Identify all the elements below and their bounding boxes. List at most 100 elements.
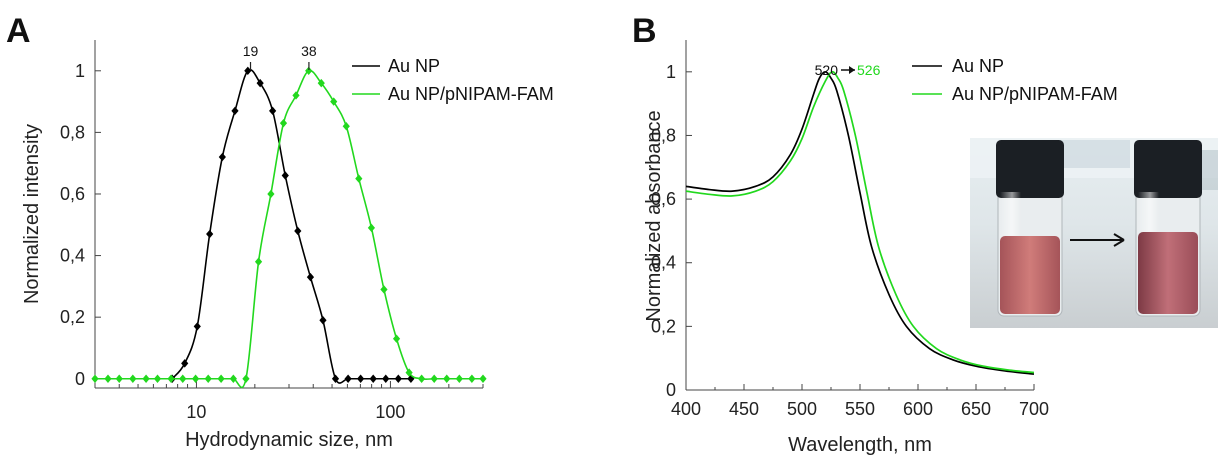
data-point <box>330 97 338 106</box>
data-point <box>115 374 123 383</box>
data-point <box>244 66 252 75</box>
data-point <box>129 374 137 383</box>
data-point <box>204 374 212 383</box>
data-point <box>193 322 201 331</box>
y-tick-label: 0,2 <box>651 316 676 336</box>
data-point <box>418 374 426 383</box>
y-tick-label: 0 <box>75 369 85 389</box>
peak-label: 38 <box>301 43 317 59</box>
photo-arrow-icon <box>1070 233 1125 247</box>
x-tick-label: 600 <box>903 399 933 419</box>
peak-to-label: 526 <box>857 62 881 78</box>
data-point <box>319 316 327 325</box>
data-point <box>217 374 225 383</box>
data-point <box>392 334 401 343</box>
data-point <box>369 374 377 383</box>
panel-b-ticks: 400 450 500 550 600 650 700 0 0,2 0,4 0,6 0,8 1 <box>651 62 1049 419</box>
data-point <box>292 91 300 100</box>
data-point <box>305 66 313 75</box>
panel-a-legend-label-au-np: Au NP <box>388 56 440 76</box>
series-line-0 <box>171 68 411 384</box>
data-point <box>242 374 250 383</box>
data-point <box>256 78 264 88</box>
data-point <box>367 223 376 233</box>
data-point <box>294 226 302 236</box>
data-point <box>342 122 350 131</box>
series-line-1 <box>95 69 483 389</box>
y-tick-label: 0,8 <box>60 122 85 142</box>
x-tick-label: 700 <box>1019 399 1049 419</box>
panel-a-peak-annotations: 19 38 <box>243 43 317 70</box>
data-point <box>191 374 200 383</box>
x-tick-label: 10 <box>186 402 206 422</box>
data-point <box>206 229 214 239</box>
data-point <box>380 285 388 294</box>
data-point <box>281 171 289 180</box>
data-point <box>104 374 112 383</box>
panel-b-legend: Au NP Au NP/pNIPAM-FAM <box>912 56 1118 104</box>
data-point <box>468 374 476 383</box>
vial-right-liquid <box>1138 232 1198 314</box>
peak-from-label: 520 <box>815 62 839 78</box>
data-point <box>167 374 175 383</box>
panel-b-legend-label-au-np-pnipam: Au NP/pNIPAM-FAM <box>952 84 1118 104</box>
x-tick-label: 500 <box>787 399 817 419</box>
panel-a-legend: Au NP Au NP/pNIPAM-FAM <box>352 56 554 104</box>
peak-label: 19 <box>243 43 259 59</box>
y-tick-label: 0,6 <box>651 189 676 209</box>
y-tick-label: 0,8 <box>651 125 676 145</box>
y-tick-label: 1 <box>75 61 85 81</box>
data-point <box>317 78 325 88</box>
data-point <box>229 374 237 383</box>
peak-shift-arrow-icon <box>849 66 855 74</box>
x-tick-label: 650 <box>961 399 991 419</box>
y-tick-label: 0,4 <box>60 246 85 266</box>
series-line-0 <box>686 70 1034 375</box>
data-point <box>179 374 187 383</box>
panel-a-series <box>91 66 487 389</box>
data-point <box>269 106 277 116</box>
data-point <box>331 374 340 383</box>
y-tick-label: 1 <box>666 62 676 82</box>
series-line-1 <box>686 70 1034 374</box>
panel-b-peak-shift-annotation: 520 526 <box>815 62 881 78</box>
data-point <box>455 374 463 383</box>
data-point <box>218 152 226 162</box>
data-point <box>382 374 390 383</box>
y-tick-label: 0 <box>666 380 676 400</box>
vial-left-cap <box>996 140 1064 198</box>
data-point <box>267 189 275 199</box>
x-tick-label: 450 <box>729 399 759 419</box>
panel-b-x-axis-label: Wavelength, nm <box>788 434 932 456</box>
x-tick-label: 100 <box>375 402 405 422</box>
panel-a-x-axis-label: Hydrodynamic size, nm <box>185 429 393 451</box>
data-point <box>91 374 99 383</box>
data-point <box>405 368 413 377</box>
data-point <box>231 106 239 116</box>
vial-left-liquid <box>1000 236 1060 314</box>
panel-b-letter: B <box>632 12 657 50</box>
vial-left <box>996 140 1064 317</box>
data-point <box>355 174 363 183</box>
x-tick-label: 550 <box>845 399 875 419</box>
data-point <box>142 374 150 383</box>
data-point <box>430 374 438 383</box>
data-point <box>357 374 365 383</box>
panel-b-legend-label-au-np: Au NP <box>952 56 1004 76</box>
vial-right-cap <box>1134 140 1202 198</box>
panel-a-ticks: 10 100 0 0,2 0,4 0,6 0,8 1 <box>60 61 484 422</box>
data-point <box>479 374 487 383</box>
data-point <box>254 257 263 266</box>
data-point <box>394 374 402 383</box>
data-point <box>344 374 352 383</box>
panel-b-series <box>686 70 1034 375</box>
data-point <box>181 359 189 368</box>
y-tick-label: 0,6 <box>60 184 85 204</box>
panel-a-letter: A <box>6 12 31 50</box>
panel-b-y-axis-label: Normalized absorbance <box>643 110 665 321</box>
y-tick-label: 0,2 <box>60 307 85 327</box>
vial-right <box>1134 140 1202 317</box>
x-tick-label: 400 <box>671 399 701 419</box>
data-point <box>279 118 288 128</box>
